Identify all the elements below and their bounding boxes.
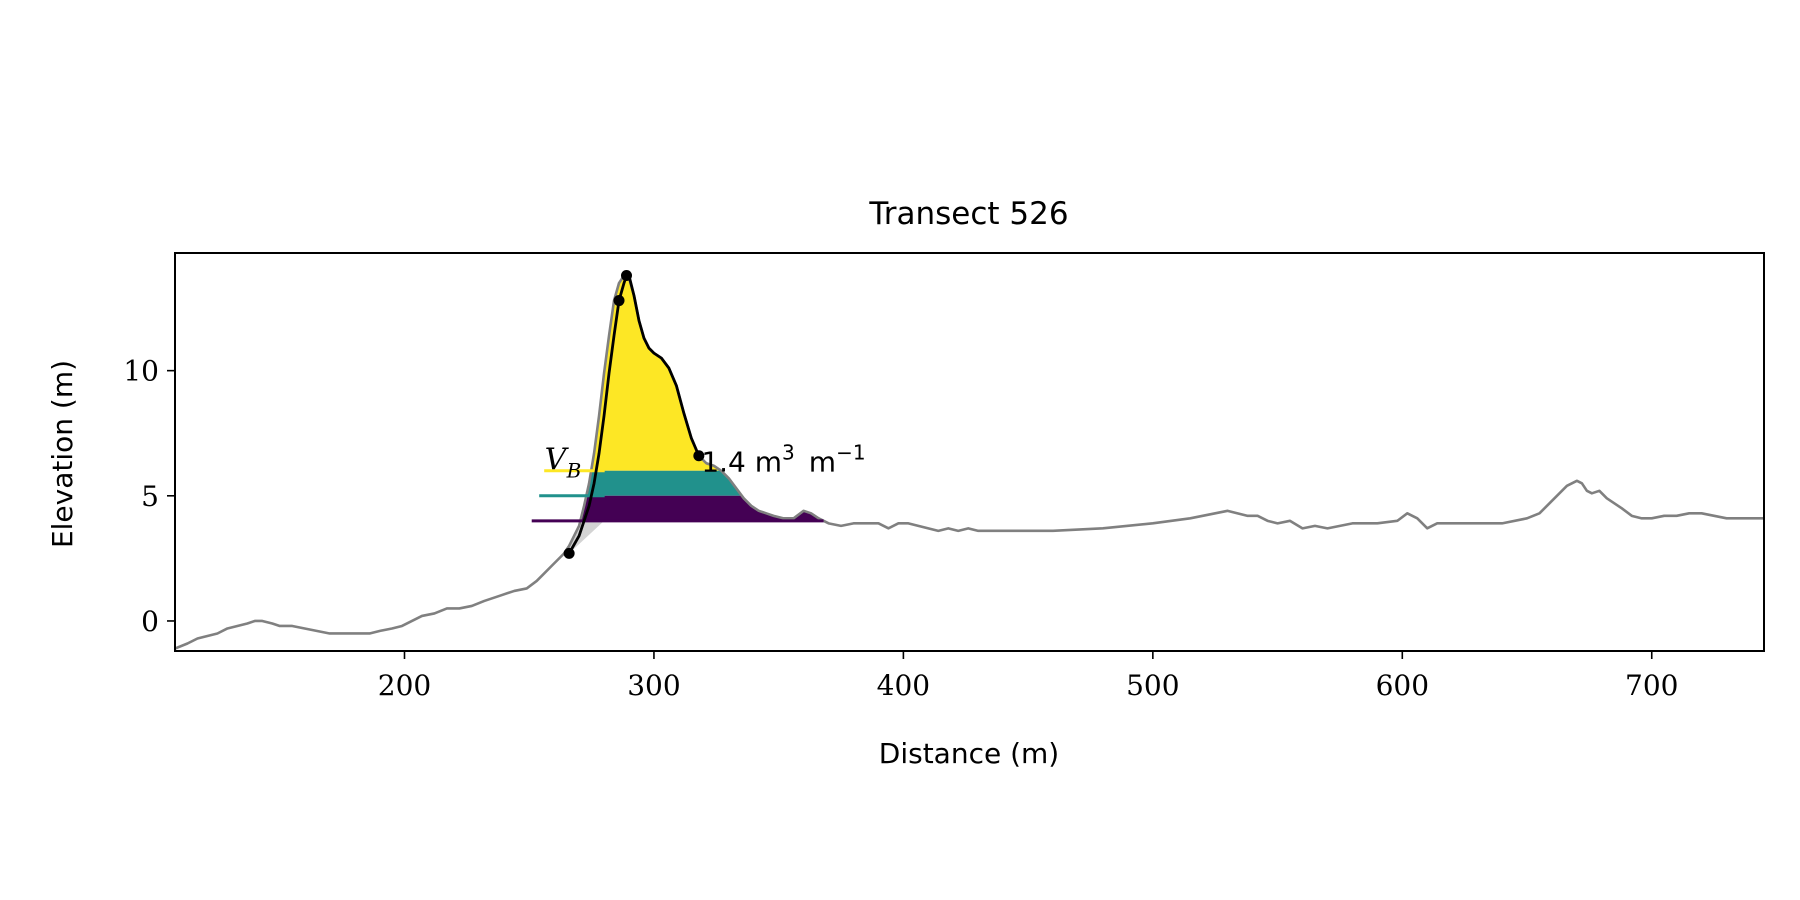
volume-symbol: V <box>545 442 570 477</box>
volume-band-0-0 <box>591 275 721 471</box>
x-tick-label-5: 700 <box>1625 669 1678 702</box>
volume-band-1-0 <box>586 470 742 496</box>
volume-unit-exponent-1: 3 <box>782 440 795 464</box>
volume-value-label: 1.4 m3 m−1 <box>701 440 865 478</box>
y-tick-label-1: 5 <box>141 480 159 513</box>
volume-symbol-subscript: B <box>566 458 582 482</box>
marker-point-0 <box>563 547 575 559</box>
chart-title: Transect 526 <box>868 196 1068 232</box>
volume-unit-per: m <box>809 445 836 478</box>
x-tick-label-1: 300 <box>627 669 680 702</box>
profile-line <box>175 274 1764 650</box>
x-tick-label-3: 500 <box>1126 669 1179 702</box>
volume-value: 1.4 m <box>701 445 782 478</box>
x-axis-label: Distance (m) <box>879 737 1059 770</box>
x-tick-label-0: 200 <box>378 669 431 702</box>
volume-annotation: V B 1.4 m3 m−1 <box>545 440 866 482</box>
y-tick-label-0: 0 <box>141 605 159 638</box>
plot-body <box>175 270 1764 650</box>
marker-point-1 <box>613 295 625 307</box>
y-tick-label-2: 10 <box>123 355 159 388</box>
plot-frame <box>174 252 1765 652</box>
x-tick-label-2: 400 <box>877 669 930 702</box>
marker-point-3 <box>693 450 705 462</box>
y-axis-label: Elevation (m) <box>46 360 79 548</box>
volume-band-2-0 <box>581 495 823 521</box>
axis-ticks: 200 300 400 500 600 700 0 5 10 <box>123 355 1678 702</box>
plot-area <box>174 252 1765 652</box>
marker-point-2 <box>621 270 633 282</box>
volume-unit-exponent-2: −1 <box>836 440 865 464</box>
x-tick-label-4: 600 <box>1376 669 1429 702</box>
